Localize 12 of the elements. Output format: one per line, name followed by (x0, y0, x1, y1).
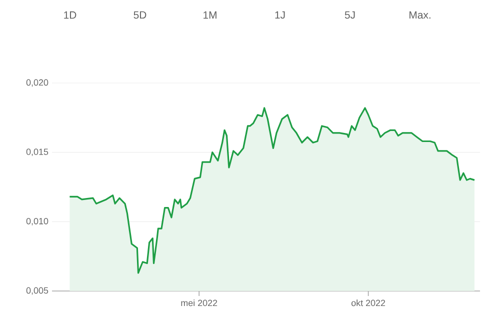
text: 1J (275, 11, 285, 19)
x-tick-label: mei 2022 (181, 300, 218, 306)
y-tick-label: 0,015 (26, 148, 48, 156)
text: 5J (344, 11, 355, 19)
y-tick-label: 0,005 (26, 287, 48, 295)
text: Max. (410, 11, 430, 19)
text: 1M (204, 11, 216, 19)
text: 5D (134, 11, 146, 19)
y-tick-label: 0,010 (26, 218, 48, 226)
x-tick-label: okt 2022 (351, 300, 386, 306)
text: 1D (64, 11, 76, 19)
y-tick-label: 0,020 (26, 79, 48, 87)
